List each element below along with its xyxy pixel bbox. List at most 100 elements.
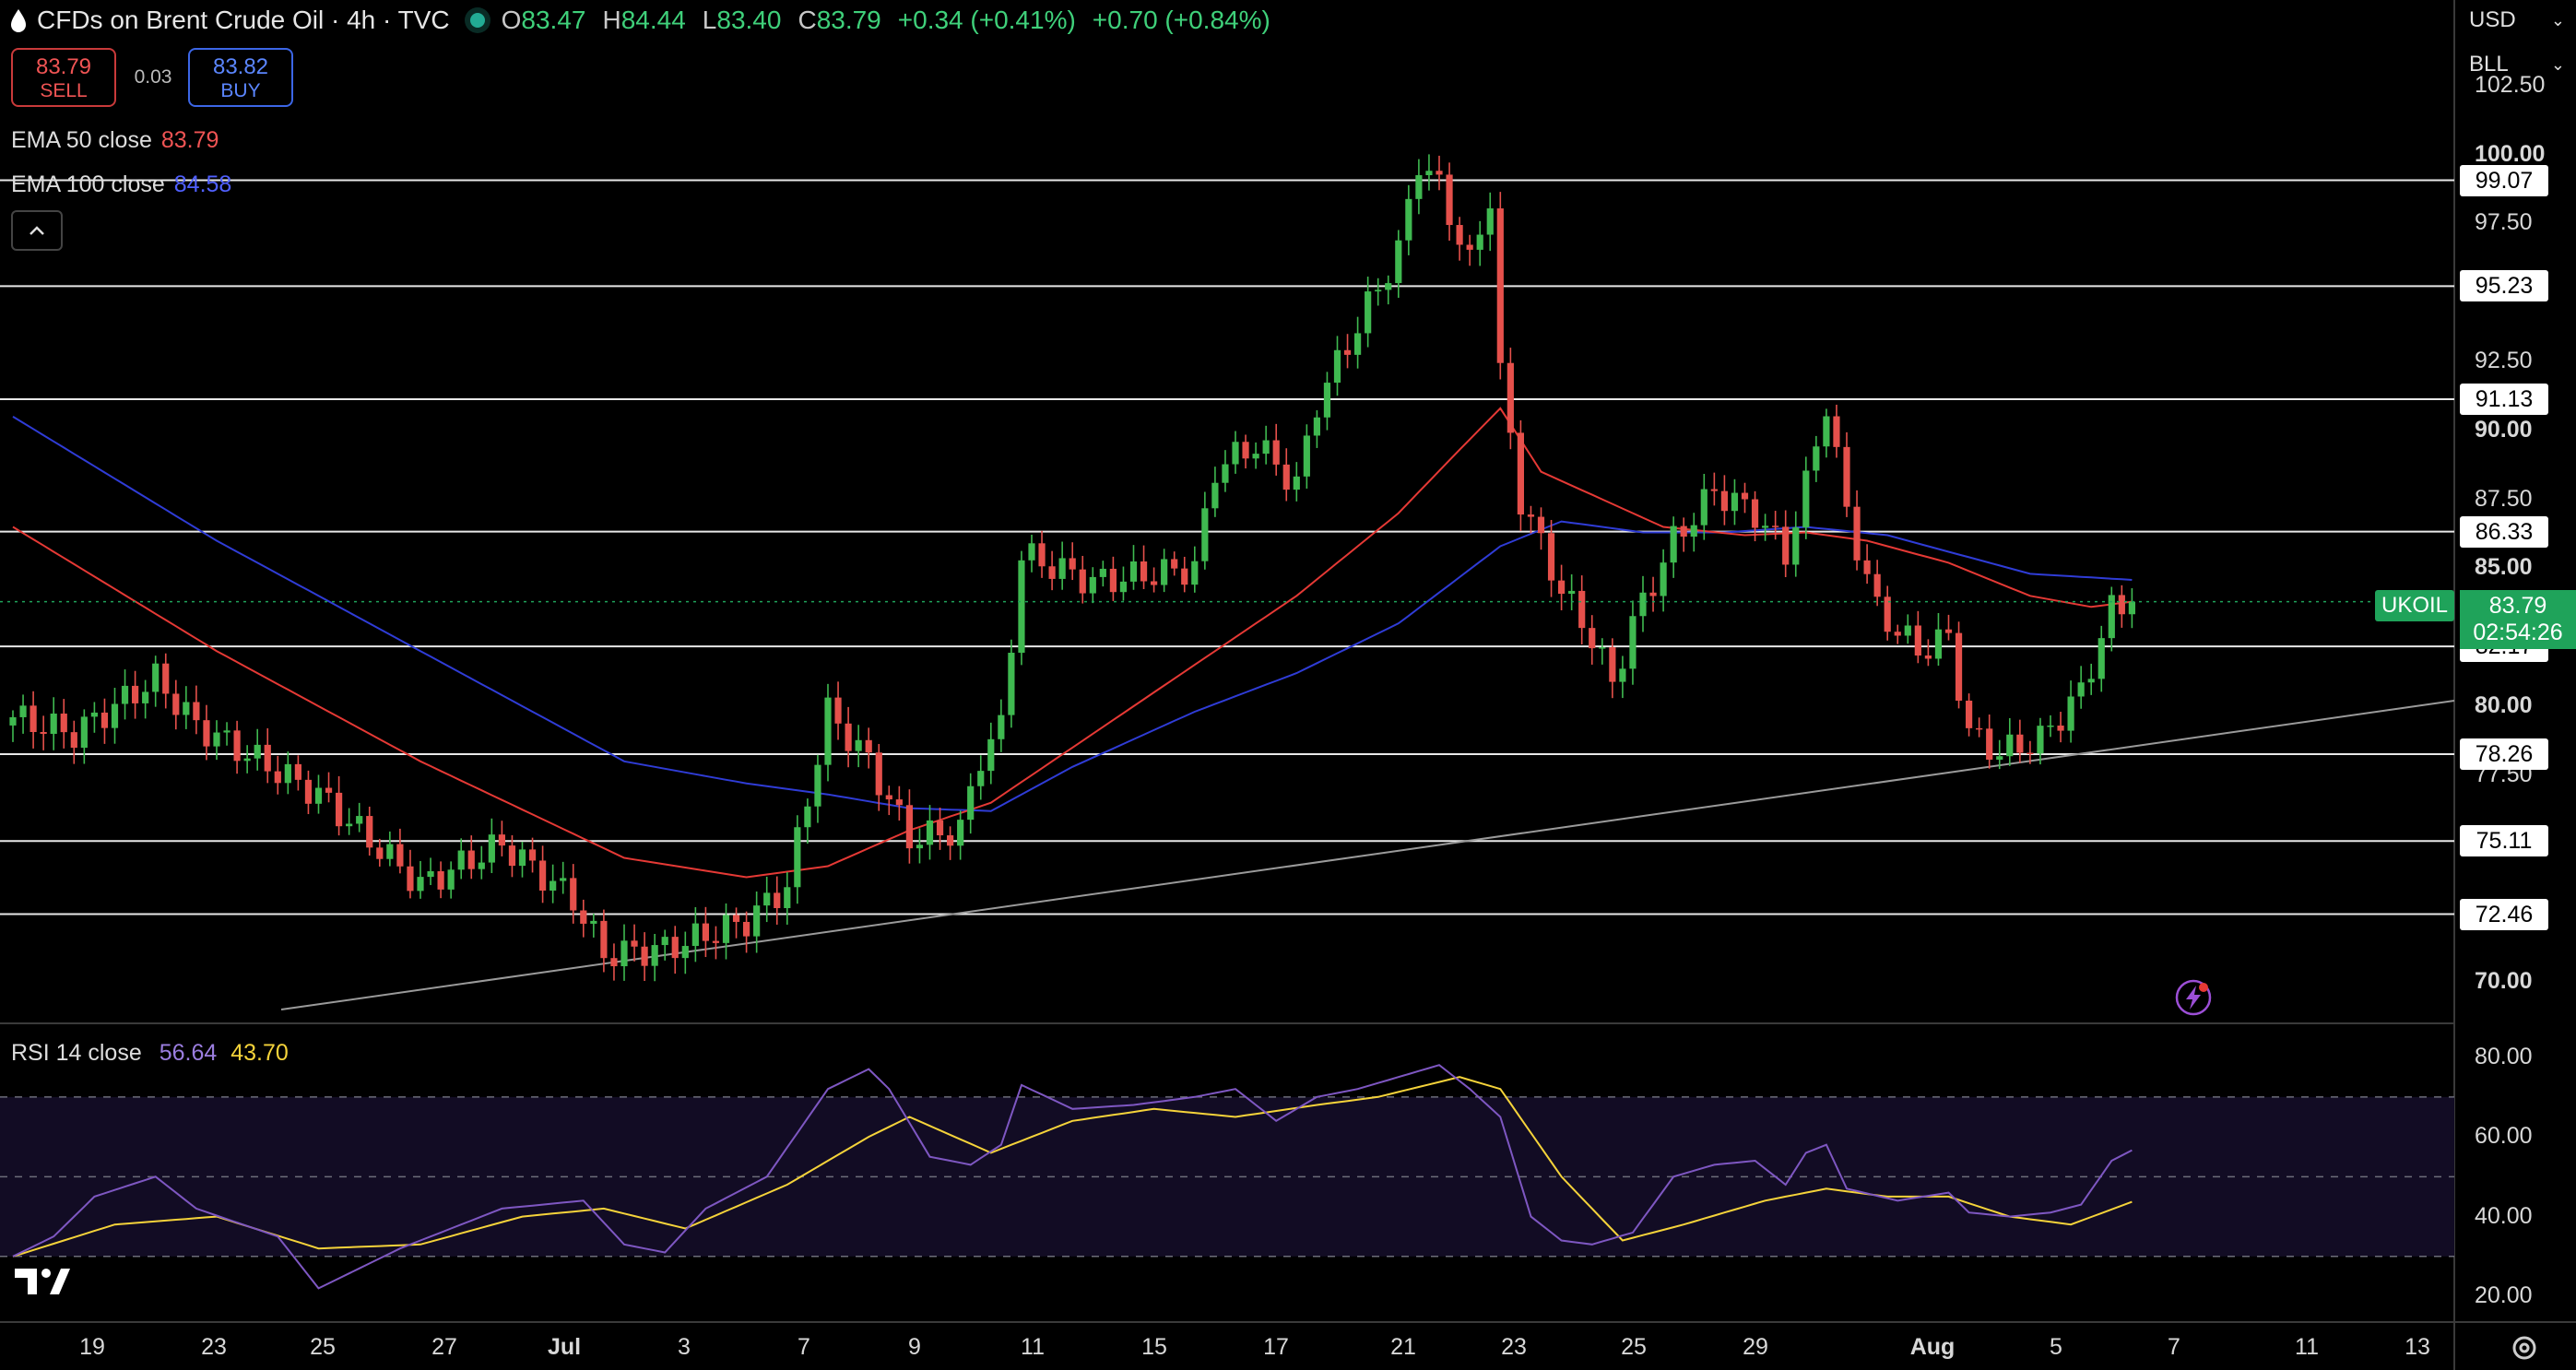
candle-body (1680, 526, 1687, 537)
candle-body (916, 844, 924, 849)
candle-body (875, 752, 882, 796)
candle-body (1140, 561, 1148, 582)
ema50-label: EMA 50 close (11, 127, 152, 153)
ema100-label: EMA 100 close (11, 171, 165, 197)
time-tick-label: 13 (2405, 1334, 2430, 1360)
candle-body (1293, 476, 1300, 490)
time-tick-label: 25 (1621, 1334, 1647, 1360)
candle-body (9, 716, 17, 726)
time-tick-label: 7 (798, 1334, 810, 1360)
candle-body (1252, 454, 1259, 459)
candle-body (936, 820, 944, 836)
currency-select[interactable]: USD ⌄ (2460, 2, 2576, 39)
time-tick-label: 27 (431, 1334, 457, 1360)
candle-body (304, 779, 313, 804)
candle-body (804, 806, 811, 828)
candle-body (600, 920, 608, 959)
last-price: 83.79 (2488, 593, 2547, 619)
candle-body (998, 715, 1005, 739)
candle-body (977, 771, 985, 786)
candle-body (314, 787, 323, 804)
candle-body (2067, 696, 2074, 731)
candle-body (1843, 446, 1850, 507)
candle-body (824, 697, 832, 765)
candle-body (1272, 440, 1280, 465)
open-label: O (501, 6, 522, 34)
rsi-legend[interactable]: RSI 14 close 56.64 43.70 (11, 1040, 289, 1067)
candle-body (1537, 516, 1545, 534)
candle-body (957, 820, 964, 846)
candle-body (774, 892, 781, 909)
candle-body (2037, 726, 2044, 754)
open-value: 83.47 (521, 6, 586, 34)
candle-body (60, 713, 67, 733)
candle-body (386, 844, 394, 859)
lightning-icon[interactable] (2174, 978, 2213, 1017)
candle-body (712, 940, 720, 943)
buy-button[interactable]: 83.82 BUY (188, 48, 293, 107)
candle-body (1171, 559, 1178, 569)
candle-body (121, 685, 129, 704)
candle-body (560, 878, 567, 881)
time-tick-label: 29 (1743, 1334, 1768, 1360)
rsi-ma-value: 43.70 (230, 1040, 289, 1066)
candle-body (498, 834, 505, 846)
time-tick-label: 11 (2295, 1334, 2319, 1360)
candle-body (1395, 240, 1402, 284)
settings-icon[interactable] (2508, 1331, 2541, 1364)
candle-body (1354, 333, 1362, 355)
unit-select[interactable]: BLL ⌄ (2460, 46, 2576, 83)
candle-body (1782, 526, 1790, 565)
symbol-price-tag: UKOIL (2375, 590, 2454, 621)
candle-body (631, 940, 638, 947)
sell-button[interactable]: 83.79 SELL (11, 48, 116, 107)
price-tick-label: 87.50 (2475, 485, 2533, 512)
level-price-tag: 75.11 (2460, 825, 2548, 857)
candle-body (580, 910, 587, 924)
tradingview-logo[interactable] (13, 1265, 72, 1298)
ema100-value: 84.58 (173, 171, 232, 197)
candle-body (1741, 492, 1749, 500)
candle-body (274, 771, 281, 784)
candle-body (1853, 506, 1861, 561)
ema100-legend[interactable]: EMA 100 close 84.58 (11, 171, 231, 198)
rsi-tick-label: 20.00 (2475, 1282, 2533, 1309)
time-tick-label: 15 (1141, 1334, 1167, 1360)
ema50-value: 83.79 (160, 127, 219, 153)
low-label: L (702, 6, 717, 34)
level-price-tag: 95.23 (2460, 270, 2548, 302)
ema50-legend[interactable]: EMA 50 close 83.79 (11, 127, 219, 154)
price-tick-label: 80.00 (2475, 691, 2533, 718)
candle-body (1476, 234, 1483, 250)
candle-body (1670, 526, 1677, 563)
last-price-tag: 83.79 02:54:26 (2460, 590, 2576, 649)
time-tick-label: 23 (1501, 1334, 1527, 1360)
candle-body (1333, 349, 1341, 384)
candle-body (193, 702, 200, 721)
symbol-title[interactable]: CFDs on Brent Crude Oil · 4h · TVC (37, 6, 450, 34)
candle-body (1232, 442, 1239, 465)
change-value: +0.34 (+0.41%) (897, 6, 1076, 34)
price-tick-label: 97.50 (2475, 209, 2533, 236)
candle-body (549, 880, 557, 891)
trendline (280, 700, 2455, 1011)
rsi-tick-label: 80.00 (2475, 1043, 2533, 1069)
price-tick-label: 70.00 (2475, 968, 2533, 995)
candle-body (1976, 727, 1983, 730)
level-price-tag: 91.13 (2460, 384, 2548, 416)
candle-body (223, 730, 230, 733)
level-price-tag: 78.26 (2460, 738, 2548, 771)
candle-body (1375, 289, 1382, 292)
candle-body (1282, 464, 1290, 490)
candle-body (1955, 632, 1963, 701)
collapse-legend-button[interactable] (11, 210, 63, 251)
spread-value: 0.03 (134, 66, 172, 88)
candle-body (1303, 435, 1310, 477)
candle-body (172, 693, 180, 715)
candle-body (539, 860, 547, 891)
candle-body (641, 946, 648, 966)
candle-body (2047, 725, 2054, 727)
candle-body (111, 703, 119, 728)
candle-body (2108, 595, 2115, 639)
